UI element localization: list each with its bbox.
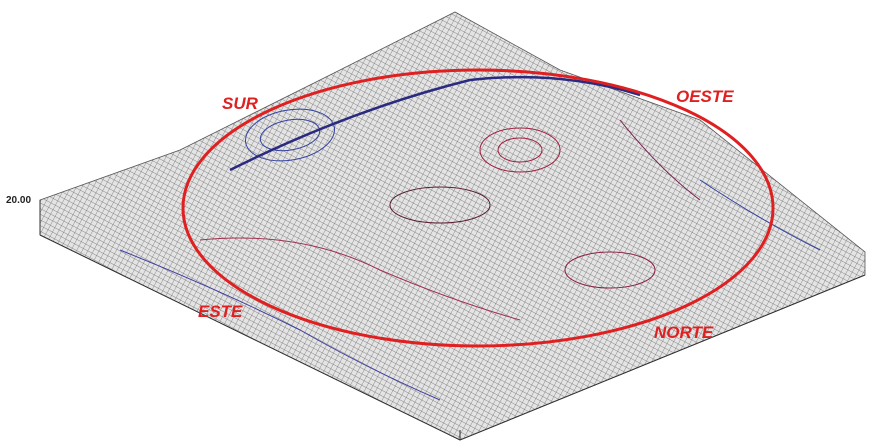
surface <box>39 11 866 441</box>
highlight-ellipse <box>181 68 775 348</box>
contours <box>119 75 821 401</box>
z-tick-label: 20.00 <box>6 195 31 206</box>
annotation: OESTE <box>676 87 734 106</box>
annotation: SUR <box>222 94 259 113</box>
annotation: ESTE <box>198 302 243 321</box>
annotation: NORTE <box>654 323 714 342</box>
